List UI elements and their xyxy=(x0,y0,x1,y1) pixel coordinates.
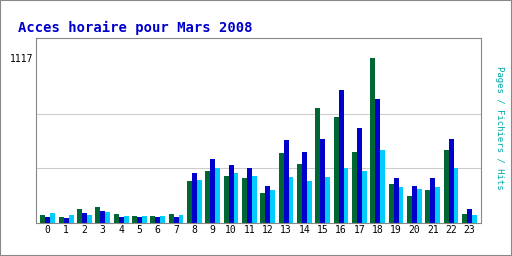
Bar xyxy=(45,217,50,223)
Bar xyxy=(362,171,367,223)
Bar xyxy=(174,217,179,223)
Bar xyxy=(69,215,74,223)
Bar xyxy=(394,178,398,223)
Bar xyxy=(430,178,435,223)
Bar xyxy=(389,184,394,223)
Text: Pages / Fichiers / Hits: Pages / Fichiers / Hits xyxy=(495,66,504,190)
Bar xyxy=(270,190,275,223)
Bar xyxy=(247,168,252,223)
Bar xyxy=(77,209,82,223)
Bar xyxy=(260,193,265,223)
Bar xyxy=(412,186,417,223)
Bar xyxy=(417,189,422,223)
Bar xyxy=(142,216,147,223)
Bar xyxy=(375,99,380,223)
Bar xyxy=(357,128,362,223)
Bar xyxy=(334,116,338,223)
Bar xyxy=(435,187,440,223)
Bar xyxy=(123,216,129,223)
Bar xyxy=(50,213,55,223)
Bar xyxy=(179,215,183,223)
Bar xyxy=(315,108,320,223)
Bar xyxy=(344,168,349,223)
Bar xyxy=(265,186,270,223)
Bar xyxy=(467,209,472,223)
Bar xyxy=(233,173,239,223)
Bar xyxy=(105,212,110,223)
Bar xyxy=(472,215,477,223)
Bar xyxy=(137,217,142,223)
Bar xyxy=(325,177,330,223)
Bar xyxy=(320,139,325,223)
Bar xyxy=(160,216,165,223)
Bar xyxy=(197,180,202,223)
Bar xyxy=(95,207,100,223)
Bar xyxy=(443,151,449,223)
Bar xyxy=(252,176,257,223)
Bar xyxy=(40,215,45,223)
Bar xyxy=(63,218,69,223)
Bar xyxy=(289,177,293,223)
Bar xyxy=(119,217,123,223)
Bar xyxy=(370,58,375,223)
Bar xyxy=(380,151,385,223)
Bar xyxy=(132,216,137,223)
Bar xyxy=(114,214,119,223)
Bar xyxy=(87,215,92,223)
Bar xyxy=(425,189,430,223)
Bar xyxy=(151,216,155,223)
Bar xyxy=(302,152,307,223)
Bar xyxy=(210,159,215,223)
Bar xyxy=(192,173,197,223)
Bar xyxy=(205,171,210,223)
Bar xyxy=(82,213,87,223)
Bar xyxy=(462,214,467,223)
Text: Acces horaire pour Mars 2008: Acces horaire pour Mars 2008 xyxy=(18,20,252,35)
Bar xyxy=(59,217,63,223)
Bar xyxy=(100,211,105,223)
Bar xyxy=(307,182,312,223)
Bar xyxy=(279,153,284,223)
Bar xyxy=(449,139,454,223)
Bar xyxy=(155,217,160,223)
Bar xyxy=(352,152,357,223)
Bar xyxy=(297,164,302,223)
Bar xyxy=(215,168,220,223)
Bar xyxy=(407,196,412,223)
Bar xyxy=(168,214,174,223)
Bar xyxy=(224,176,228,223)
Bar xyxy=(284,140,289,223)
Bar xyxy=(398,187,403,223)
Bar xyxy=(454,168,458,223)
Bar xyxy=(228,165,233,223)
Bar xyxy=(242,178,247,223)
Bar xyxy=(187,182,192,223)
Bar xyxy=(338,90,344,223)
